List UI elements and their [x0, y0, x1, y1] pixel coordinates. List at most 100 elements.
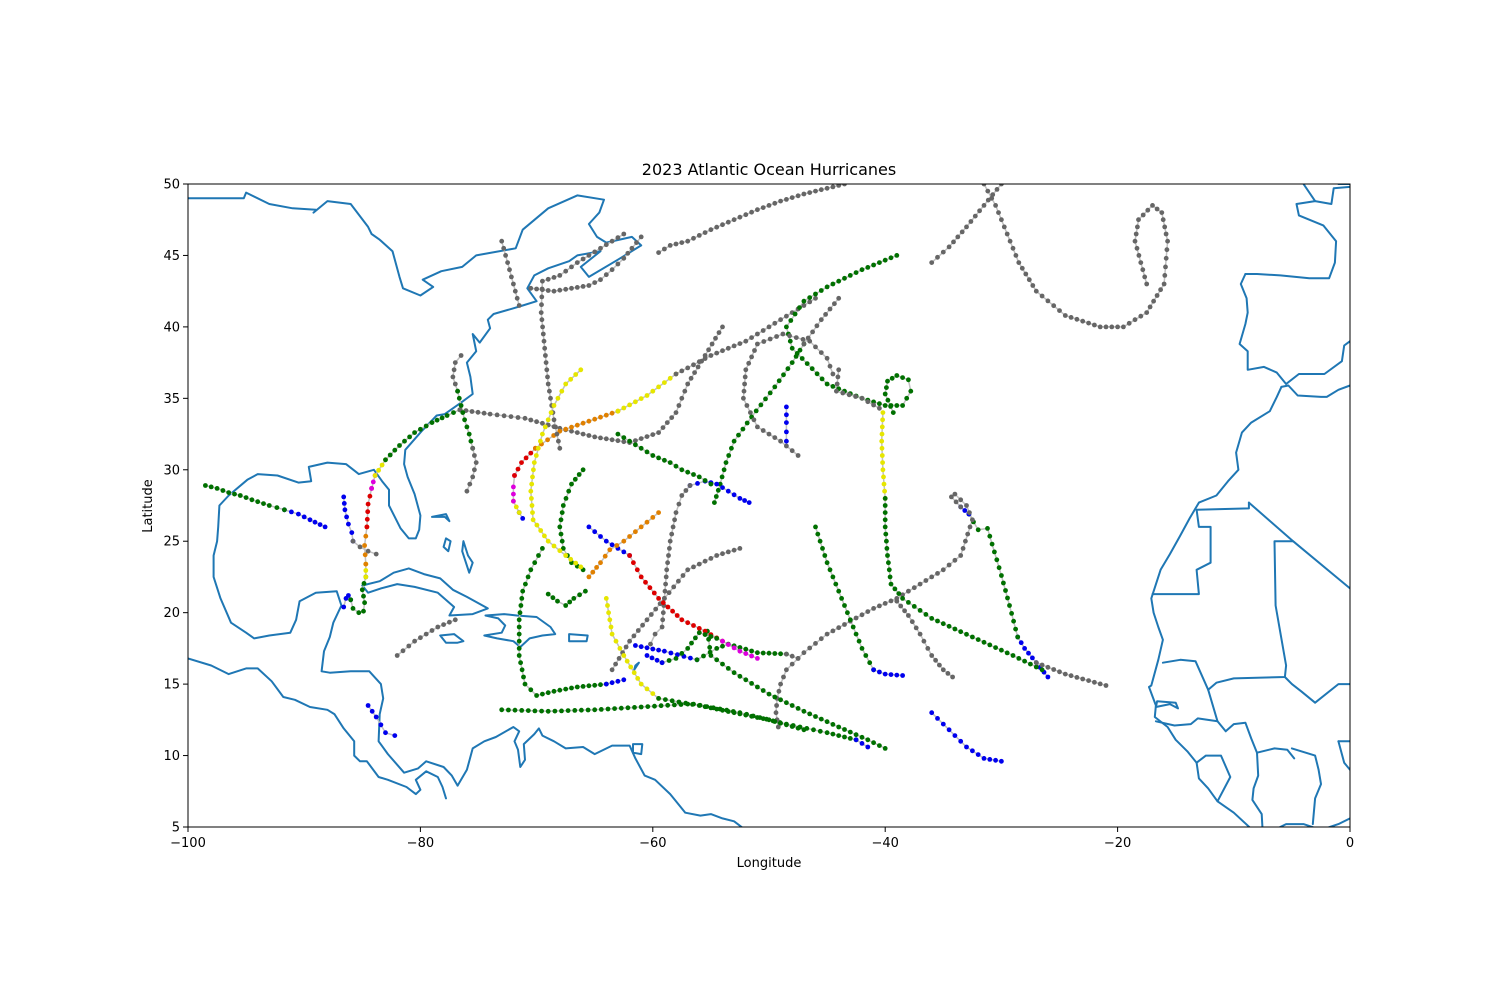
track-13-storm-point-1-22: [940, 621, 946, 627]
track-10-depression-point-0-2: [373, 714, 379, 720]
track-0-storm-point-1-1: [274, 505, 280, 510]
track-8-extratropical-point-1-20: [659, 624, 665, 630]
track-31-cat1-point-0-32: [578, 564, 584, 570]
track-3-cat1-point-5-0: [615, 408, 621, 414]
track-5-storm-point-0-9: [731, 438, 737, 444]
track-10-depression-point-0-1: [369, 708, 375, 714]
track-2-extratropical-point-8-8: [508, 414, 514, 419]
track-18-extratropical-point-0-6: [691, 235, 696, 241]
track-7-extratropical-point-3-27: [871, 606, 876, 611]
coastline-16: [1280, 384, 1350, 398]
track-26-depression-point-1-2: [882, 671, 888, 677]
track-19-extratropical-point-0-14: [994, 187, 1000, 192]
track-line-35: [500, 241, 520, 306]
track-5-storm-point-0-14: [753, 408, 759, 414]
track-25-storm-point-0-27: [569, 685, 574, 691]
track-1-depression-point-0-4: [346, 521, 351, 527]
track-25-storm-point-0-29: [580, 684, 586, 689]
track-3-cat3-point-3-4: [528, 450, 534, 456]
track-22-storm-point-0-25: [836, 724, 842, 730]
track-33-storm-point-0-6: [550, 595, 556, 601]
track-15-extratropical-point-0-1: [827, 363, 833, 369]
track-22-storm-point-0-32: [877, 743, 882, 748]
track-28-storm-point-0-7: [656, 455, 661, 461]
track-16-extratropical-point-0-1: [835, 374, 841, 380]
track-14-extratropical-point-0-11: [1097, 681, 1103, 687]
track-21-extratropical-point-0-11: [676, 578, 681, 584]
track-34-storm-point-1-1: [456, 395, 462, 401]
track-31-cat1-point-0-8: [545, 417, 551, 423]
track-6-storm-point-0-7: [545, 708, 551, 714]
track-24-storm-point-1-22: [789, 724, 795, 729]
coastline-9: [442, 537, 452, 553]
track-5-storm-point-0-11: [740, 426, 746, 432]
track-26-depression-point-1-4: [894, 672, 900, 678]
track-20-extratropical-point-0-46: [1039, 293, 1045, 299]
track-35-extratropical-point-0-7: [512, 288, 518, 294]
track-18-extratropical-point-0-19: [766, 203, 772, 208]
track-6-storm-point-0-17: [612, 706, 617, 711]
track-20-extratropical-point-0-7: [1133, 231, 1139, 237]
track-23-cat3-point-1-16: [702, 628, 708, 634]
track-31-cat1-point-0-5: [555, 395, 561, 401]
track-2-extratropical-point-8-40: [682, 388, 688, 394]
track-24-storm-point-1-4: [683, 700, 689, 706]
track-2-extratropical-point-8-51: [720, 324, 725, 330]
track-24-cat1-point-0-12: [635, 676, 641, 681]
track-24-storm-point-1-23: [795, 725, 801, 731]
track-13-storm-point-1-26: [964, 631, 969, 637]
track-34-extratropical-point-2-2: [473, 460, 479, 465]
track-21-extratropical-point-0-12: [671, 584, 677, 590]
track-23-depression-point-0-2: [598, 534, 603, 539]
track-25-storm-point-0-4: [525, 574, 531, 580]
track-24-storm-point-1-7: [702, 704, 708, 710]
track-36-extratropical-point-0-18: [540, 287, 545, 293]
coastline-15: [1148, 385, 1350, 827]
track-12-storm-point-0-17: [797, 305, 802, 310]
track-12-storm-point-0-45: [908, 388, 914, 394]
track-18-extratropical-point-0-25: [801, 191, 807, 197]
track-2-extratropical-point-8-27: [621, 439, 627, 445]
track-12-storm-point-0-29: [819, 376, 825, 382]
track-28-storm-point-0-14: [696, 474, 702, 480]
track-7-extratropical-point-3-5: [964, 503, 969, 508]
coastline-12: [633, 661, 640, 671]
track-32-storm-point-0-4: [693, 635, 698, 641]
track-25-storm-point-0-8: [518, 603, 524, 608]
track-26-storm-point-0-10: [839, 596, 844, 601]
track-20-extratropical-point-0-1: [1142, 274, 1148, 280]
track-32-depression-point-1-1: [654, 657, 660, 663]
track-31-cat1-point-0-11: [538, 438, 543, 444]
track-12-storm-point-0-6: [859, 267, 865, 273]
track-8-extratropical-point-1-1: [683, 488, 689, 493]
track-18-extratropical-point-0-23: [789, 195, 795, 201]
track-3-cat1-point-5-8: [662, 380, 667, 385]
track-7-extratropical-point-3-34: [830, 628, 836, 634]
track-36-extratropical-point-0-19: [534, 286, 539, 292]
track-20-extratropical-point-0-23: [1161, 281, 1167, 287]
track-31-cat1-point-0-30: [568, 556, 574, 562]
track-0-storm-point-1-13: [203, 483, 208, 488]
track-8-extratropical-point-1-14: [663, 581, 668, 587]
track-27-depression-point-0-7: [970, 748, 975, 754]
track-7-extratropical-point-3-0: [958, 504, 964, 510]
track-0-storm-point-1-10: [220, 488, 226, 493]
track-28-storm-point-0-5: [644, 449, 650, 455]
track-0-storm-point-1-11: [214, 486, 220, 491]
track-33-storm-point-0-1: [577, 592, 582, 598]
track-5-storm-point-0-17: [767, 390, 773, 396]
track-29-cat2-point-0-2: [644, 519, 650, 525]
track-24-storm-point-1-21: [784, 722, 789, 728]
track-35-extratropical-point-0-3: [505, 260, 510, 265]
track-8-extratropical-point-1-4: [673, 510, 679, 515]
track-13-cat1-point-0-10: [881, 481, 887, 487]
track-11-depression-point-0-7: [675, 652, 680, 658]
track-3-cat2-point-4-8: [580, 420, 586, 426]
x-tick-label-0: −100: [170, 836, 206, 851]
track-9-extratropical-point-0-4: [418, 635, 423, 641]
track-3-extratropical-point-6-2: [685, 365, 691, 371]
track-16-extratropical-point-0-5: [846, 392, 852, 398]
track-8-depression-point-0-9: [695, 481, 700, 486]
track-24-cat1-point-0-10: [628, 664, 634, 670]
track-20-extratropical-point-0-27: [1147, 304, 1153, 310]
